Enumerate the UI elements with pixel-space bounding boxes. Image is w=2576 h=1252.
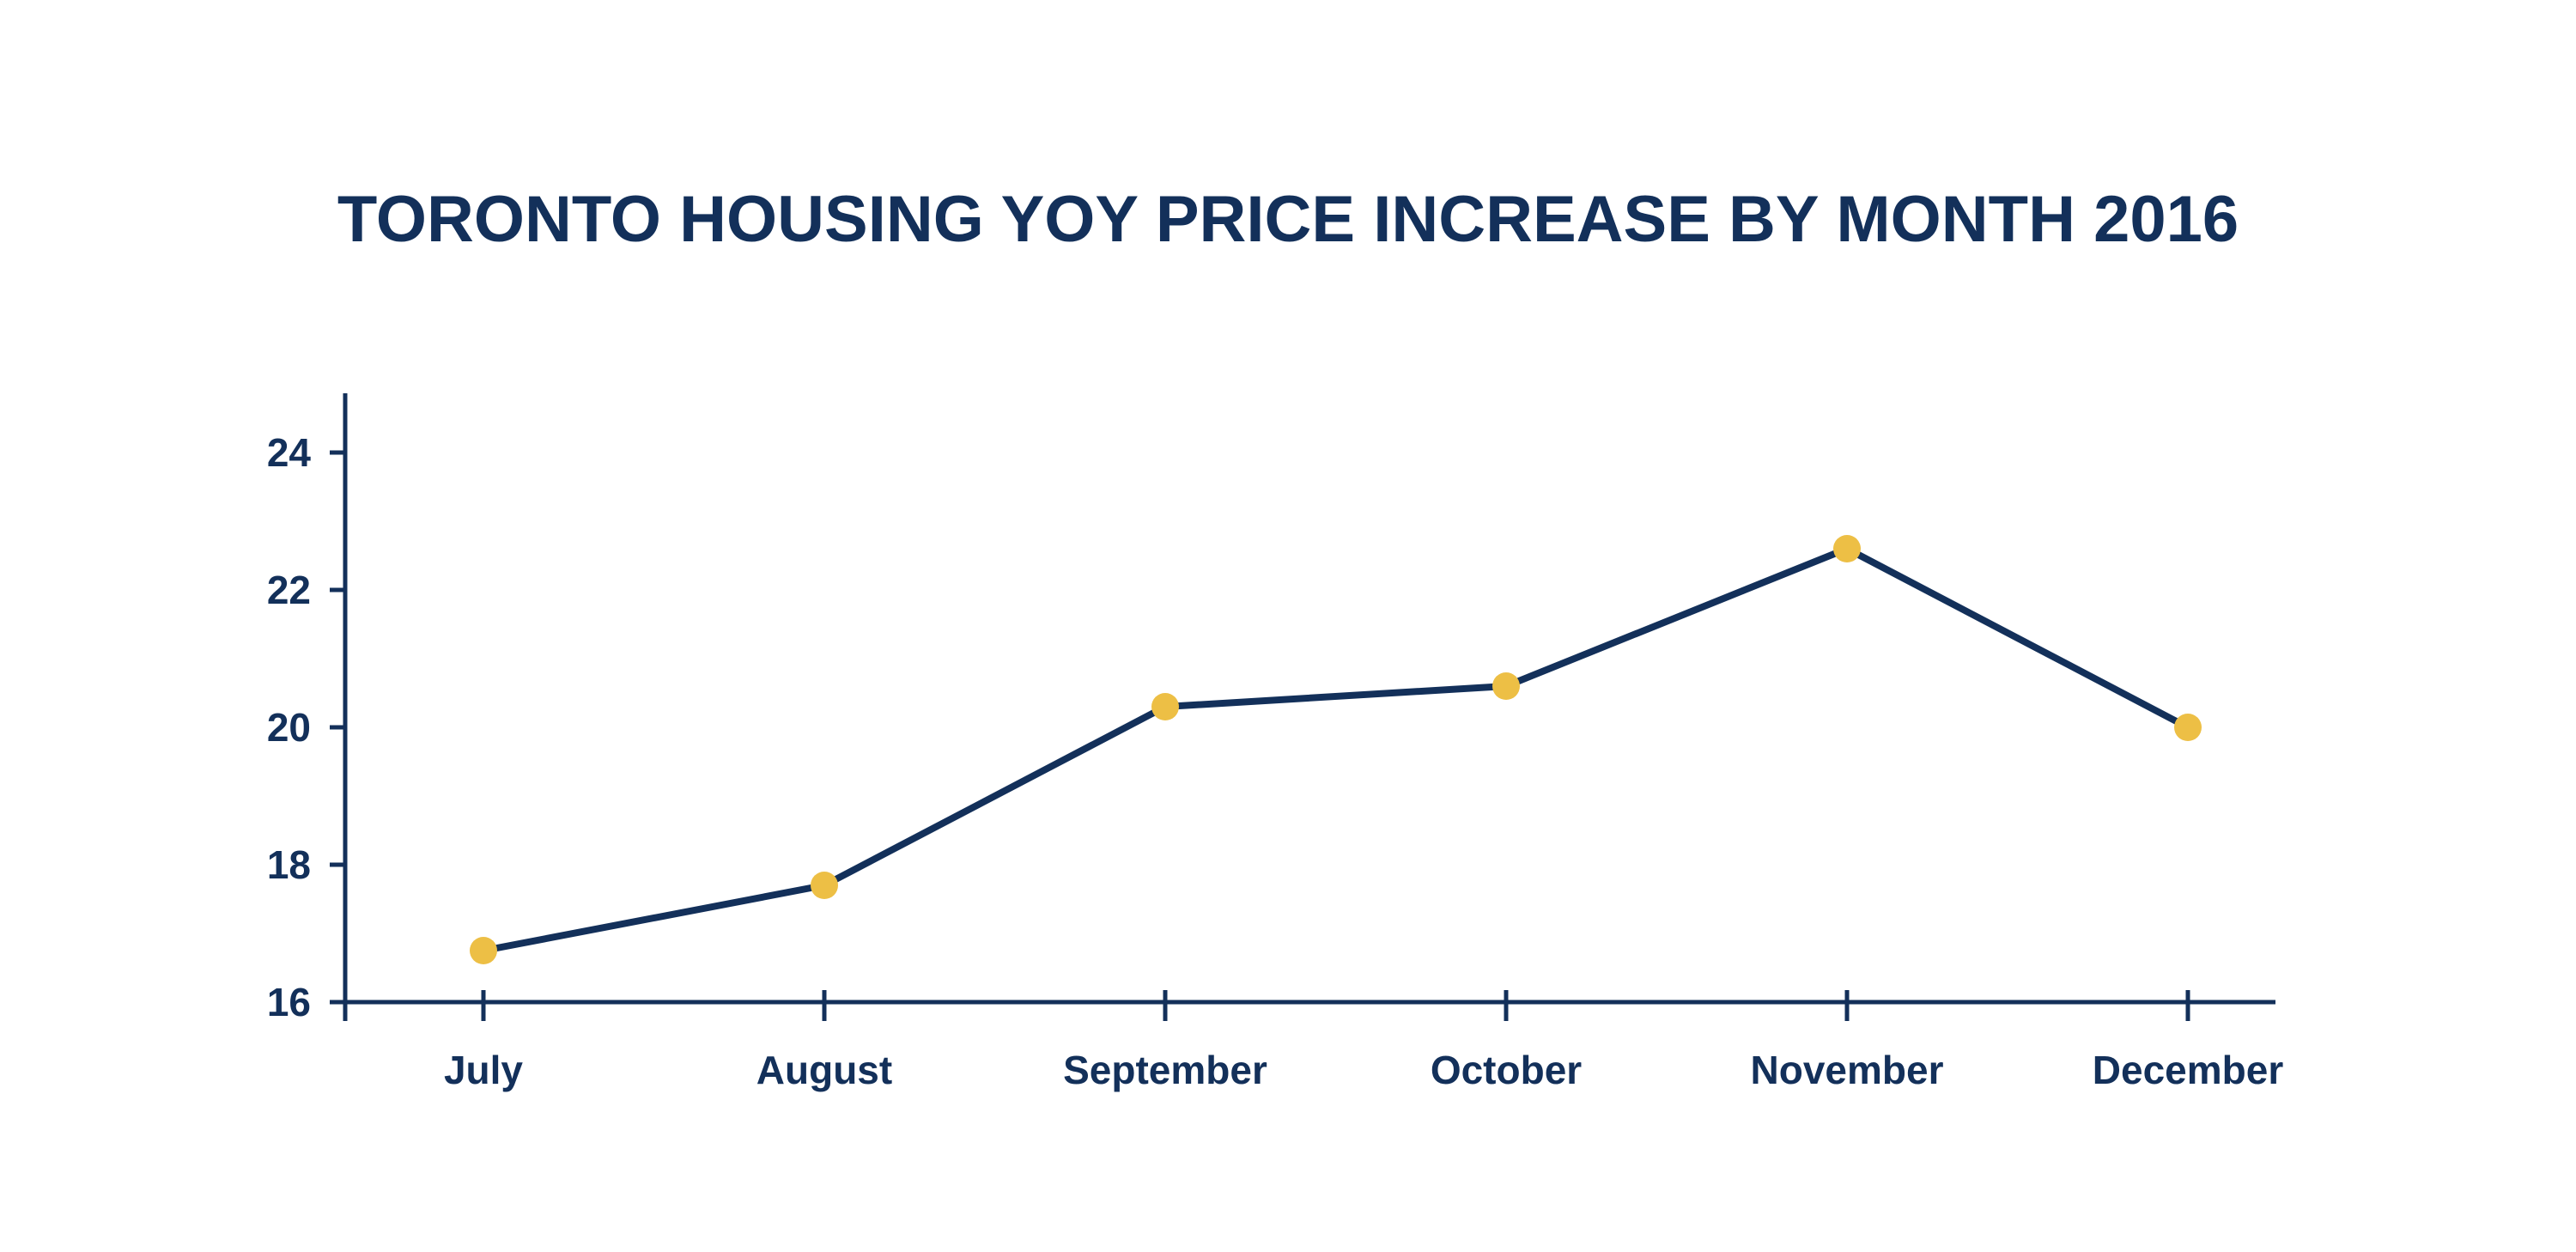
tick-labels-layer: 16 18 20 22 24 July August September October Nove… — [267, 430, 2283, 1092]
chart-title: TORONTO HOUSING YOY PRICE INCREASE BY MO… — [337, 183, 2239, 256]
y-tick-label: 18 — [267, 842, 311, 887]
y-tick-label: 22 — [267, 568, 311, 612]
data-points-layer — [470, 535, 2202, 964]
x-tick-label: December — [2093, 1048, 2284, 1092]
y-tick-label: 20 — [267, 705, 311, 750]
y-tick-label: 24 — [267, 430, 312, 475]
data-point — [1492, 672, 1520, 700]
series-line — [480, 545, 2191, 954]
axes — [330, 393, 2275, 1021]
y-tick-label: 16 — [267, 980, 311, 1024]
data-point — [1833, 535, 1861, 562]
x-tick-label: October — [1431, 1048, 1582, 1092]
data-point — [2174, 714, 2202, 741]
data-point — [811, 872, 838, 899]
x-tick-label: August — [756, 1048, 892, 1092]
series-line-layer — [480, 545, 2191, 954]
x-tick-label: July — [444, 1048, 523, 1092]
data-point — [470, 937, 497, 964]
data-point — [1151, 693, 1179, 720]
x-tick-label: September — [1063, 1048, 1267, 1092]
x-tick-label: November — [1751, 1048, 1944, 1092]
